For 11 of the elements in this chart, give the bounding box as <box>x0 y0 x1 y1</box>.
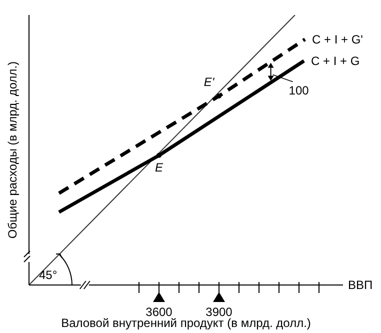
x-tick-label: 3600 <box>146 305 173 319</box>
annotation: 45° <box>39 268 58 282</box>
text: ВВП <box>348 278 373 292</box>
y-axis-title: Общие расходы (в млрд. долл.) <box>5 61 20 239</box>
annotation: E' <box>204 75 215 89</box>
annotation: E <box>154 160 164 174</box>
annotation: 100 <box>288 84 310 98</box>
x-tick-label: 3900 <box>206 305 233 319</box>
series-label: C + I + G' <box>312 32 363 46</box>
x-axis-title: Валовой внутренний продукт (в млрд. долл.) <box>61 316 311 330</box>
series-label: C + I + G <box>311 54 360 68</box>
